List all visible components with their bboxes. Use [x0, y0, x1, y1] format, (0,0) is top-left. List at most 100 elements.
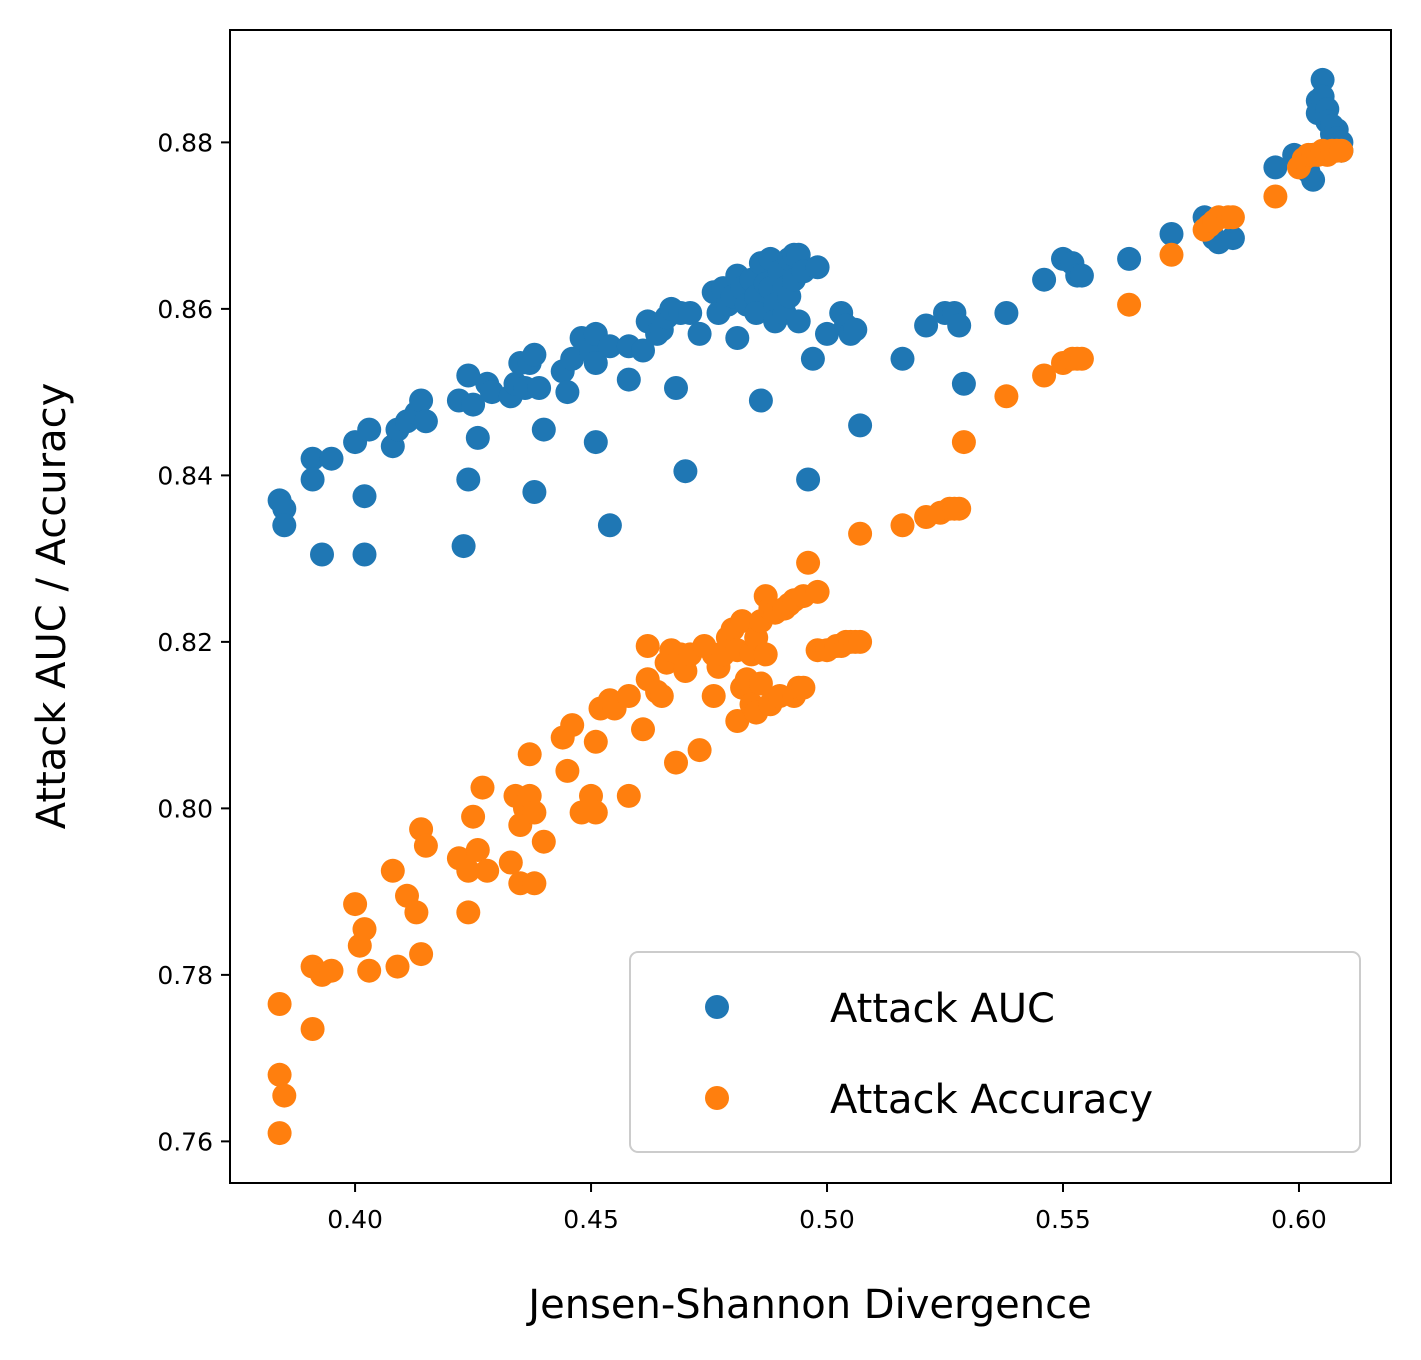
- point-attack-accuracy: [1263, 184, 1288, 209]
- point-attack-accuracy: [890, 513, 915, 538]
- point-attack-accuracy: [461, 804, 486, 829]
- point-attack-auc: [456, 363, 481, 388]
- point-attack-accuracy: [343, 892, 368, 917]
- y-axis-label: Attack AUC / Accuracy: [29, 383, 75, 830]
- x-tick-label: 0.60: [1271, 1205, 1327, 1234]
- point-attack-accuracy: [1032, 363, 1057, 388]
- point-attack-accuracy: [616, 684, 641, 708]
- point-attack-accuracy: [267, 1062, 292, 1087]
- point-attack-auc: [451, 534, 476, 559]
- point-attack-accuracy: [1159, 242, 1184, 267]
- point-attack-auc: [843, 317, 868, 342]
- point-attack-accuracy: [380, 858, 405, 883]
- point-attack-accuracy: [522, 871, 547, 896]
- x-axis: 0.40 0.45 0.50 0.55 0.60: [327, 1183, 1327, 1234]
- point-attack-accuracy: [1117, 292, 1142, 317]
- point-attack-auc: [461, 392, 486, 417]
- y-tick-label: 0.88: [157, 128, 213, 157]
- point-attack-accuracy: [357, 958, 382, 983]
- point-attack-auc: [1069, 263, 1094, 288]
- point-attack-auc: [616, 367, 641, 392]
- point-attack-accuracy: [583, 729, 608, 754]
- point-attack-auc: [815, 321, 839, 346]
- point-attack-auc: [357, 417, 382, 442]
- y-tick-label: 0.84: [157, 461, 213, 490]
- point-attack-accuracy: [805, 579, 830, 604]
- point-attack-accuracy: [319, 958, 344, 983]
- point-attack-auc: [456, 467, 481, 492]
- plot-frame: [229, 29, 1392, 1184]
- point-attack-auc: [352, 484, 377, 509]
- point-attack-auc: [805, 255, 830, 280]
- point-attack-accuracy: [560, 713, 585, 738]
- point-attack-accuracy: [753, 642, 778, 667]
- point-attack-accuracy: [267, 1121, 292, 1146]
- point-attack-accuracy: [470, 775, 495, 800]
- y-tick-label: 0.82: [157, 628, 213, 657]
- point-attack-accuracy: [1220, 205, 1245, 230]
- point-attack-auc: [664, 376, 688, 400]
- y-tick-label: 0.86: [157, 295, 213, 324]
- point-attack-accuracy: [272, 1083, 297, 1108]
- point-attack-accuracy: [701, 684, 726, 708]
- point-attack-accuracy: [1069, 346, 1094, 371]
- point-attack-accuracy: [848, 629, 873, 654]
- point-attack-auc: [272, 513, 297, 538]
- y-axis: 0.76 0.78 0.80 0.82 0.84 0.86 0.88: [157, 128, 230, 1156]
- point-attack-auc: [786, 309, 811, 334]
- point-attack-accuracy: [456, 900, 481, 925]
- x-tick-label: 0.50: [799, 1205, 855, 1234]
- point-attack-accuracy: [687, 738, 712, 763]
- point-attack-auc: [583, 351, 608, 375]
- point-attack-auc: [1159, 222, 1184, 246]
- legend-marker-attack-auc: [705, 995, 729, 1019]
- point-attack-accuracy: [848, 521, 873, 546]
- point-attack-auc: [994, 301, 1019, 325]
- point-attack-accuracy: [404, 900, 429, 925]
- point-attack-auc: [800, 346, 825, 371]
- point-attack-auc: [890, 346, 915, 371]
- point-attack-auc: [1263, 155, 1288, 180]
- point-attack-accuracy: [664, 750, 688, 775]
- x-tick-label: 0.55: [1035, 1205, 1091, 1234]
- y-tick-label: 0.76: [157, 1127, 213, 1156]
- point-attack-auc: [555, 380, 580, 405]
- legend-label-attack-auc: Attack AUC: [830, 986, 1055, 1032]
- point-attack-accuracy: [531, 829, 556, 854]
- point-attack-auc: [725, 326, 750, 350]
- point-attack-auc: [522, 480, 547, 504]
- point-attack-auc: [583, 430, 608, 455]
- point-attack-auc: [300, 467, 325, 492]
- point-attack-accuracy: [413, 833, 438, 858]
- point-attack-accuracy: [725, 709, 750, 733]
- points-layer: [267, 67, 1354, 1146]
- point-attack-auc: [597, 334, 622, 359]
- point-attack-auc: [848, 413, 873, 438]
- point-attack-auc: [678, 301, 703, 325]
- point-attack-accuracy: [1329, 138, 1354, 163]
- y-tick-label: 0.78: [157, 961, 213, 990]
- point-attack-accuracy: [616, 783, 641, 808]
- point-attack-auc: [673, 459, 698, 484]
- point-attack-accuracy: [796, 550, 821, 575]
- point-attack-accuracy: [748, 671, 773, 696]
- point-attack-accuracy: [498, 850, 523, 875]
- point-attack-auc: [947, 313, 972, 338]
- x-tick-label: 0.40: [327, 1205, 383, 1234]
- point-attack-accuracy: [730, 609, 755, 634]
- point-attack-auc: [319, 446, 344, 471]
- y-tick-label: 0.80: [157, 794, 213, 823]
- point-attack-accuracy: [947, 496, 972, 521]
- point-attack-auc: [1220, 226, 1245, 251]
- point-attack-auc: [1310, 67, 1335, 92]
- point-attack-accuracy: [994, 384, 1019, 409]
- point-attack-auc: [479, 380, 504, 405]
- point-attack-accuracy: [352, 917, 377, 942]
- point-attack-accuracy: [475, 858, 500, 883]
- point-attack-auc: [687, 321, 712, 346]
- point-attack-auc: [796, 467, 821, 492]
- x-tick-label: 0.45: [563, 1205, 619, 1234]
- point-attack-auc: [597, 513, 622, 538]
- x-axis-label: Jensen-Shannon Divergence: [525, 1282, 1091, 1328]
